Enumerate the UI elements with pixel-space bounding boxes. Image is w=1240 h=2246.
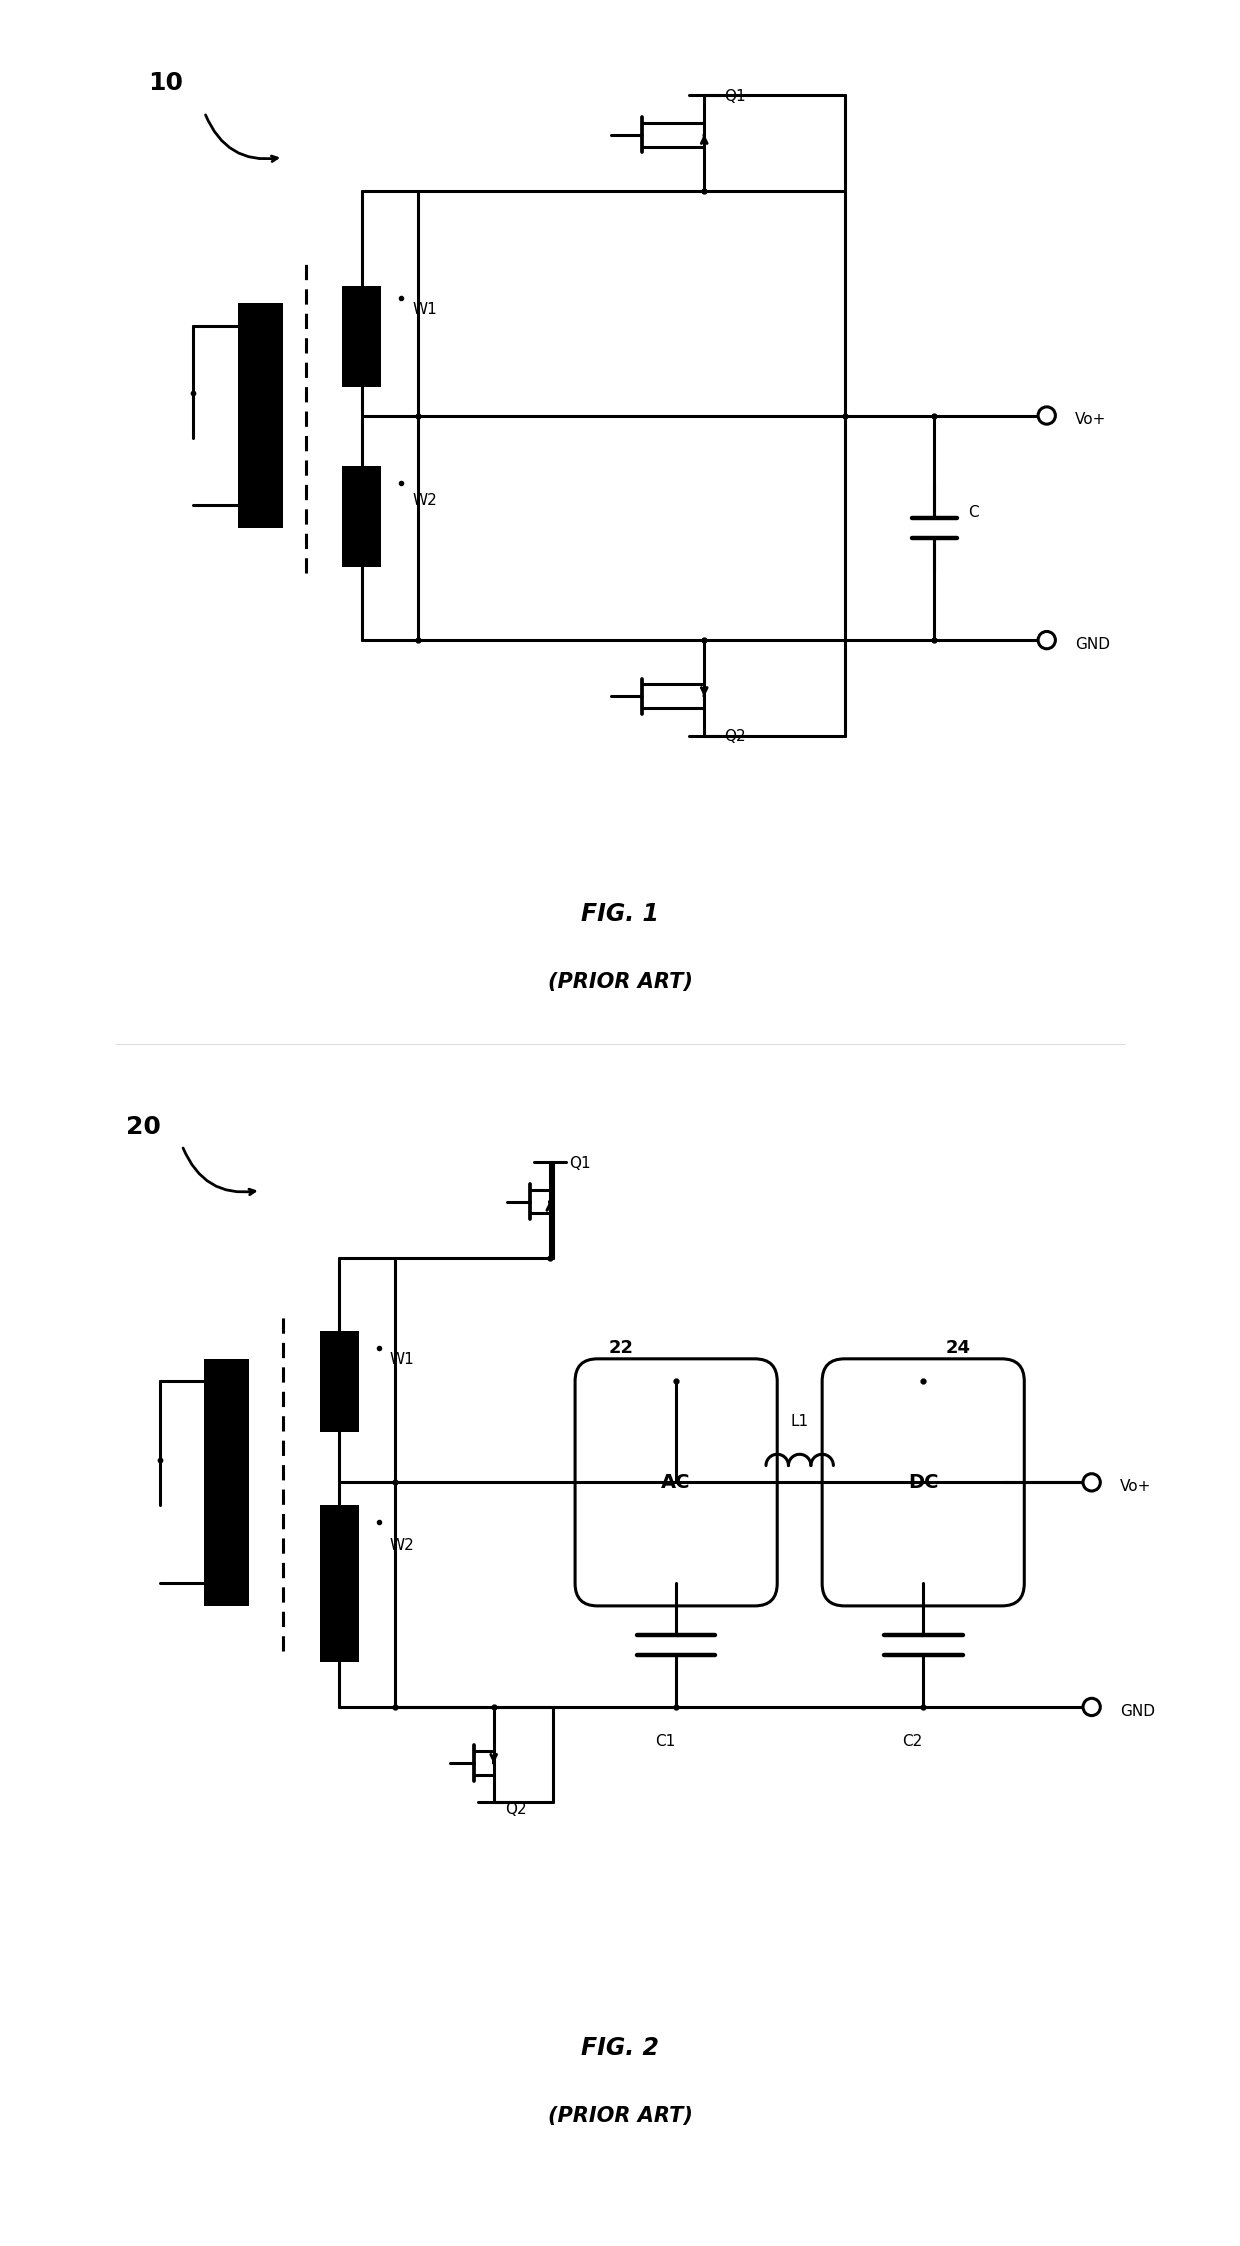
Text: W1: W1 <box>412 303 436 317</box>
Text: FIG. 1: FIG. 1 <box>582 903 658 925</box>
Text: L1: L1 <box>791 1415 808 1428</box>
Text: 10: 10 <box>149 72 184 94</box>
Circle shape <box>1038 631 1055 649</box>
FancyBboxPatch shape <box>822 1359 1024 1606</box>
Bar <box>238 303 283 528</box>
Text: Q1: Q1 <box>569 1157 591 1170</box>
Text: C: C <box>968 505 978 519</box>
Bar <box>342 287 382 386</box>
Bar <box>320 1505 358 1662</box>
Text: GND: GND <box>1120 1705 1154 1718</box>
Text: W2: W2 <box>389 1539 414 1552</box>
Text: AC: AC <box>661 1473 691 1491</box>
Text: Q1: Q1 <box>724 90 745 103</box>
FancyBboxPatch shape <box>575 1359 777 1606</box>
Text: W2: W2 <box>412 494 436 508</box>
Text: 24: 24 <box>946 1339 971 1357</box>
Text: 20: 20 <box>126 1116 161 1139</box>
Circle shape <box>1083 1473 1100 1491</box>
Text: C1: C1 <box>655 1734 675 1750</box>
Bar <box>320 1330 358 1433</box>
Text: FIG. 2: FIG. 2 <box>582 2037 658 2060</box>
Text: C2: C2 <box>901 1734 923 1750</box>
Circle shape <box>1083 1698 1100 1716</box>
Text: W1: W1 <box>389 1352 414 1368</box>
Text: Q2: Q2 <box>724 730 745 743</box>
Circle shape <box>1038 407 1055 424</box>
Text: Vo+: Vo+ <box>1075 413 1106 427</box>
Text: Q2: Q2 <box>506 1801 527 1817</box>
Text: (PRIOR ART): (PRIOR ART) <box>548 2107 692 2127</box>
Text: GND: GND <box>1075 638 1110 651</box>
Text: (PRIOR ART): (PRIOR ART) <box>548 973 692 993</box>
Bar <box>205 1359 249 1606</box>
Bar <box>342 467 382 568</box>
Text: 22: 22 <box>609 1339 634 1357</box>
Text: Vo+: Vo+ <box>1120 1480 1151 1494</box>
Text: DC: DC <box>908 1473 939 1491</box>
